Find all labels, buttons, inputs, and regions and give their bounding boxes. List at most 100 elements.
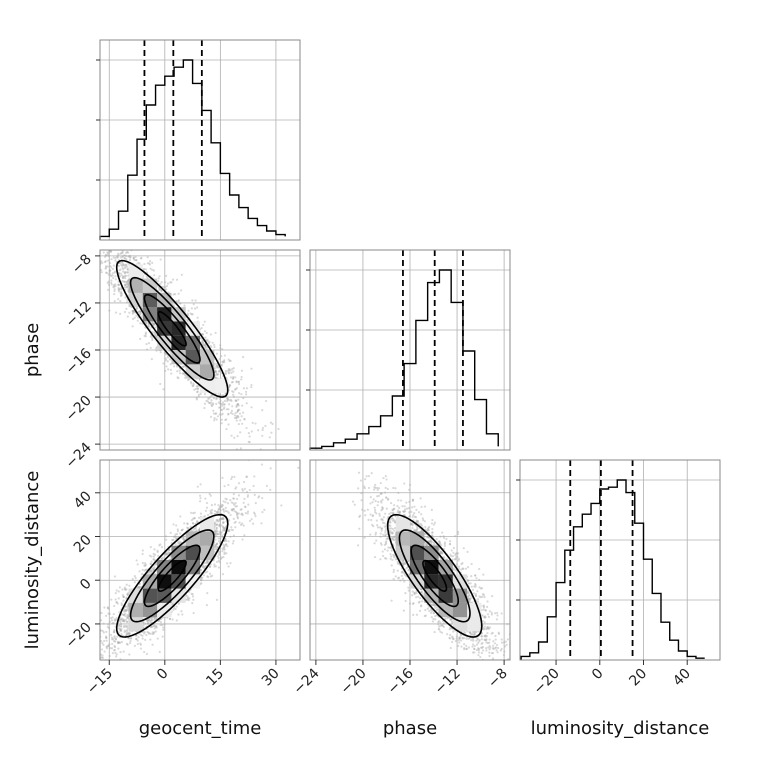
sample-point [112, 631, 116, 634]
sample-point [122, 619, 125, 623]
sample-point [243, 418, 246, 421]
sample-point [229, 384, 232, 387]
sample-point [205, 331, 208, 335]
sample-point [175, 537, 178, 540]
sample-point [144, 564, 147, 567]
sample-point [73, 195, 75, 197]
sample-point [133, 316, 136, 319]
sample-point [108, 620, 112, 623]
sample-point [236, 409, 240, 413]
sample-point [109, 647, 112, 650]
sample-point [104, 265, 108, 268]
sample-point [100, 268, 103, 272]
sample-point [117, 264, 121, 268]
sample-point [220, 556, 223, 559]
sample-point [85, 617, 87, 619]
sample-point [215, 397, 218, 400]
sample-point [215, 542, 219, 546]
sample-point [133, 311, 136, 314]
sample-point [144, 563, 147, 566]
sample-point [96, 237, 98, 239]
sample-point [120, 274, 123, 277]
sample-point [235, 380, 238, 383]
sample-point [144, 321, 148, 325]
sample-point [261, 409, 264, 412]
sample-point [85, 202, 87, 204]
sample-point [239, 523, 243, 526]
sample-point [236, 403, 240, 406]
sample-point [253, 493, 256, 496]
sample-point [241, 422, 244, 425]
sample-point [145, 268, 148, 271]
sample-point [122, 650, 125, 653]
sample-point [146, 262, 149, 265]
sample-point [139, 647, 143, 650]
sample-point [169, 531, 172, 534]
sample-point [122, 618, 125, 621]
sample-point [140, 256, 143, 259]
sample-point [147, 571, 150, 574]
sample-point [187, 309, 190, 312]
sample-point [220, 422, 223, 425]
sample-point [113, 619, 117, 622]
sample-point [107, 273, 110, 276]
sample-point [135, 307, 138, 310]
sample-point [126, 613, 129, 616]
sample-point [126, 629, 129, 632]
sample-point [231, 377, 235, 380]
sample-point [150, 568, 153, 572]
sample-point [234, 399, 237, 402]
sample-point [246, 512, 249, 515]
sample-point [215, 527, 218, 530]
sample-point [199, 494, 202, 497]
sample-point [201, 339, 204, 342]
sample-point [226, 545, 229, 548]
sample-point [86, 237, 88, 239]
sample-point [232, 375, 235, 379]
sample-point [112, 621, 115, 625]
sample-point [77, 191, 79, 193]
sample-point [197, 395, 200, 398]
sample-point [114, 270, 117, 273]
sample-point [215, 530, 218, 533]
sample-point [131, 577, 134, 581]
sample-point [135, 314, 138, 317]
sample-point [125, 258, 128, 261]
sample-point [201, 333, 205, 336]
sample-point [297, 466, 300, 469]
sample-point [240, 415, 243, 418]
sample-point [106, 623, 110, 626]
sample-point [117, 290, 121, 293]
sample-point [240, 513, 243, 516]
sample-point [226, 398, 230, 401]
sample-point [211, 403, 215, 406]
sample-point [221, 402, 224, 406]
sample-point [176, 530, 179, 533]
sample-point [261, 426, 265, 430]
sample-point [106, 645, 109, 648]
sample-point [122, 275, 125, 278]
sample-point [120, 623, 123, 626]
sample-point [170, 281, 173, 284]
sample-point [202, 565, 205, 568]
sample-point [209, 575, 212, 578]
sample-point [221, 394, 224, 397]
sample-point [225, 408, 228, 411]
sample-point [175, 365, 179, 368]
sample-point [191, 595, 195, 598]
sample-point [189, 525, 192, 528]
sample-point [173, 365, 176, 368]
sample-point [196, 387, 199, 390]
sample-point [124, 588, 127, 591]
sample-point [265, 399, 268, 403]
sample-point [132, 256, 135, 260]
sample-point [113, 299, 116, 303]
density-cell [214, 378, 229, 393]
sample-point [115, 653, 118, 656]
sample-point [96, 231, 98, 233]
sample-point [178, 542, 181, 545]
sample-point [153, 548, 156, 551]
sample-point [177, 300, 180, 303]
sample-point [261, 496, 264, 500]
sample-point [147, 631, 150, 634]
